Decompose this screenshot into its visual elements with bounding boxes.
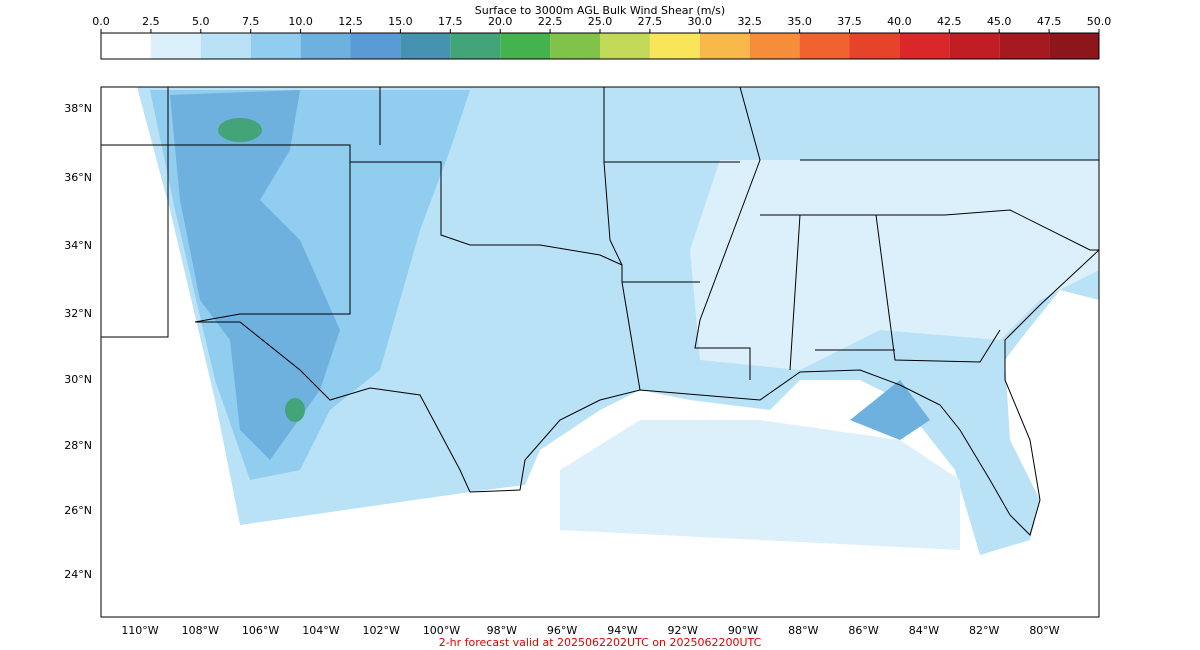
lon-label: 82°W — [969, 624, 999, 637]
colorbar-bin — [1049, 33, 1099, 59]
colorbar-tick-label: 12.5 — [338, 15, 363, 28]
colorbar-bin — [500, 33, 551, 59]
colorbar-tick-label: 40.0 — [887, 15, 912, 28]
footer: 2-hr forecast valid at 2025062202UTC on … — [439, 636, 762, 649]
colorbar-bin — [101, 33, 151, 59]
lon-label: 88°W — [788, 624, 818, 637]
lat-label: 38°N — [64, 102, 92, 115]
colorbar-tick-label: 42.5 — [937, 15, 962, 28]
colorbar-tick-label: 10.0 — [288, 15, 313, 28]
shear-light — [690, 160, 1099, 370]
lon-label: 98°W — [487, 624, 517, 637]
lat-label: 26°N — [64, 504, 92, 517]
lon-label: 92°W — [668, 624, 698, 637]
lon-label: 104°W — [302, 624, 339, 637]
colorbar-bin — [250, 33, 301, 59]
colorbar-bin — [799, 33, 850, 59]
lon-label: 80°W — [1029, 624, 1059, 637]
lat-label: 24°N — [64, 568, 92, 581]
colorbar-tick-label: 7.5 — [242, 15, 260, 28]
colorbar-tick-label: 50.0 — [1087, 15, 1112, 28]
shear-max — [218, 118, 262, 142]
colorbar-tick-label: 32.5 — [737, 15, 762, 28]
colorbar-tick-label: 0.0 — [92, 15, 110, 28]
shear-dark-2 — [850, 380, 930, 440]
lon-label: 86°W — [848, 624, 878, 637]
lon-label: 102°W — [363, 624, 400, 637]
colorbar-tick-label: 15.0 — [388, 15, 413, 28]
lat-label: 36°N — [64, 171, 92, 184]
colorbar-tick-label: 20.0 — [488, 15, 513, 28]
colorbar-bin — [350, 33, 401, 59]
lon-label: 84°W — [909, 624, 939, 637]
colorbar-bin — [550, 33, 600, 59]
lon-label: 96°W — [547, 624, 577, 637]
colorbar-title: Surface to 3000m AGL Bulk Wind Shear (m/… — [475, 4, 725, 17]
colorbar-bin — [949, 33, 1000, 59]
boundaries — [101, 87, 1099, 536]
colorbar-bin — [200, 33, 251, 59]
lat-label: 30°N — [64, 373, 92, 386]
lat-label: 28°N — [64, 439, 92, 452]
colorbar-tick-label: 45.0 — [987, 15, 1012, 28]
colorbar-bin — [999, 33, 1050, 59]
lon-label: 90°W — [728, 624, 758, 637]
colorbar-tick-label: 47.5 — [1037, 15, 1062, 28]
lon-label: 110°W — [121, 624, 158, 637]
lat-label: 32°N — [64, 307, 92, 320]
colorbar-bin — [649, 33, 700, 59]
colorbar-bin — [699, 33, 750, 59]
colorbar-bin — [300, 33, 351, 59]
colorbar-bin — [450, 33, 501, 59]
lon-label: 106°W — [242, 624, 279, 637]
colorbar-bin — [400, 33, 451, 59]
map-frame — [100, 86, 1100, 618]
colorbar-tick-label: 35.0 — [787, 15, 812, 28]
colorbar-bin — [749, 33, 800, 59]
colorbar-tick-label: 25.0 — [588, 15, 613, 28]
shear-max — [285, 398, 305, 422]
colorbar-tick-label: 5.0 — [192, 15, 210, 28]
colorbar-bin — [899, 33, 950, 59]
lon-label: 94°W — [607, 624, 637, 637]
lat-label: 34°N — [64, 239, 92, 252]
colorbar-tick-label: 22.5 — [538, 15, 563, 28]
colorbar-bin — [849, 33, 900, 59]
colorbar-bin — [600, 33, 650, 59]
colorbar-tick-label: 2.5 — [142, 15, 160, 28]
map-area — [100, 86, 1100, 618]
shear-gulf — [560, 420, 960, 550]
colorbar-tick-label: 37.5 — [837, 15, 862, 28]
lon-label: 100°W — [423, 624, 460, 637]
colorbar-tick-label: 17.5 — [438, 15, 463, 28]
colorbar-tick-label: 27.5 — [638, 15, 663, 28]
colorbar-tick-label: 30.0 — [688, 15, 713, 28]
lon-label: 108°W — [182, 624, 219, 637]
colorbar-bin — [150, 33, 201, 59]
